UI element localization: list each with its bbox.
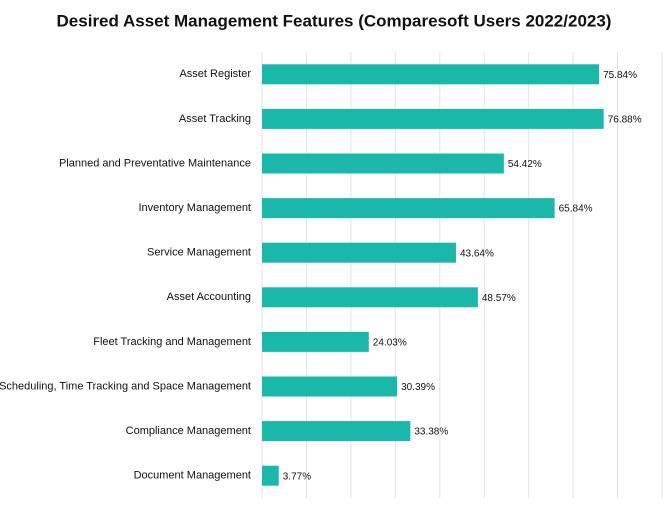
chart-title: Desired Asset Management Features (Compa… <box>57 11 612 30</box>
bar <box>262 153 504 174</box>
y-tick-label: Asset Register <box>179 68 251 80</box>
value-label: 54.42% <box>508 159 542 170</box>
bar <box>262 331 369 352</box>
bar <box>262 421 411 442</box>
value-label: 30.39% <box>401 382 435 393</box>
y-tick-label: Compliance Management <box>126 425 251 437</box>
bar <box>262 287 478 308</box>
y-tick-label: Asset Accounting <box>167 291 251 303</box>
value-label: 43.64% <box>460 248 494 259</box>
y-tick-label: Scheduling, Time Tracking and Space Mana… <box>0 380 251 392</box>
value-label: 3.77% <box>283 471 311 482</box>
value-label: 75.84% <box>603 70 637 81</box>
bar <box>262 64 600 85</box>
y-tick-label: Asset Tracking <box>179 113 251 125</box>
bar <box>262 376 398 397</box>
y-tick-label: Service Management <box>147 247 251 259</box>
bar <box>262 242 456 263</box>
value-label: 76.88% <box>608 115 642 126</box>
value-label: 48.57% <box>482 293 516 304</box>
bar <box>262 198 555 219</box>
y-tick-label: Document Management <box>134 470 251 482</box>
bar <box>262 465 279 486</box>
y-tick-label: Planned and Preventative Maintenance <box>59 157 251 169</box>
value-label: 65.84% <box>559 204 593 215</box>
bar <box>262 108 604 129</box>
y-tick-label: Fleet Tracking and Management <box>93 336 251 348</box>
y-tick-label: Inventory Management <box>138 202 251 214</box>
value-label: 24.03% <box>373 338 407 349</box>
value-label: 33.38% <box>414 427 448 438</box>
